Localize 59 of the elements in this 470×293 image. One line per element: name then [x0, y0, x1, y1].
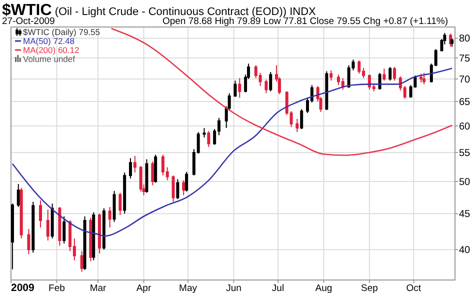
candlestick — [202, 127, 206, 138]
text: Open 78.68 High 79.89 Low 77.81 Close 79.55 Chg +0.87 (+1.11%) — [162, 16, 448, 27]
candlestick — [176, 178, 180, 200]
x-tick-label: Jul — [272, 283, 284, 293]
candlestick — [238, 78, 242, 98]
legend-label: $WTIC (Daily) 79.55 — [23, 27, 100, 37]
candlestick — [118, 192, 122, 216]
candlestick — [269, 72, 272, 92]
y-tick-label: 55 — [459, 148, 470, 159]
candlestick — [108, 206, 112, 228]
y-tick-label: 50 — [459, 177, 470, 188]
annotation: Volume undef — [23, 54, 76, 64]
x-tick-label: Jun — [226, 283, 242, 293]
candlestick — [80, 250, 84, 272]
x-tick-label: Feb — [48, 283, 65, 293]
candlestick — [46, 209, 50, 242]
legend-label: MA(50) 72.48 — [23, 36, 75, 46]
y-tick-label: 40 — [459, 245, 470, 256]
candlestick — [16, 183, 20, 208]
y-tick-label: 65 — [459, 97, 470, 108]
candlestick — [112, 190, 116, 222]
line-series — [110, 28, 453, 156]
x-tick-label: Mar — [90, 283, 106, 293]
candlestick — [382, 68, 386, 82]
candlestick — [358, 60, 361, 74]
candlestick — [128, 158, 132, 179]
x-tick-label: Oct — [406, 283, 422, 293]
candlestick — [133, 155, 136, 174]
x-tick-label: Apr — [136, 283, 152, 293]
chart-subtitle: 27-Oct-2009 — [2, 16, 55, 27]
candlestick — [151, 160, 154, 186]
y-tick-label: 80 — [459, 34, 470, 45]
candlestick — [27, 228, 30, 255]
y-tick-label: 60 — [459, 121, 470, 132]
y-tick-label: 75 — [459, 53, 470, 64]
candlestick — [139, 166, 142, 192]
candlestick — [296, 118, 299, 133]
y-tick-label: 70 — [459, 74, 470, 86]
candlestick — [172, 174, 175, 202]
candlestick — [330, 70, 333, 82]
x-tick-label: May — [179, 283, 198, 293]
candlestick — [420, 73, 423, 83]
y-tick-label: 45 — [459, 209, 470, 220]
candlestick — [11, 203, 14, 270]
candlestick — [393, 66, 396, 82]
candlestick — [422, 72, 426, 85]
candlestick — [234, 80, 237, 98]
candlestick — [450, 38, 454, 48]
candlestick — [39, 200, 42, 228]
x-tick-label: Aug — [315, 283, 332, 293]
line-series — [12, 68, 453, 237]
legend-label: MA(200) 60.12 — [23, 45, 80, 55]
x-tick-label: 2009 — [11, 282, 35, 293]
candlestick — [62, 216, 66, 244]
candlestick — [388, 66, 392, 82]
candlestick — [207, 130, 210, 148]
x-tick-label: Sep — [360, 283, 378, 293]
candlestick — [264, 79, 268, 94]
candlestick — [182, 180, 186, 196]
